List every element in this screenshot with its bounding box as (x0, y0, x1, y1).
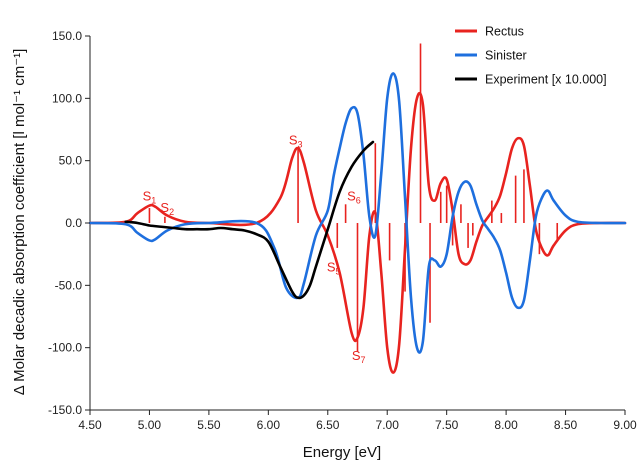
x-tick-label: 6.50 (316, 418, 340, 432)
x-tick-label: 7.50 (435, 418, 459, 432)
series-line-experiment-x-10-000 (124, 140, 375, 300)
state-label: S5 (327, 260, 341, 277)
state-label-letter: S (160, 200, 169, 215)
state-label: S1 (143, 189, 157, 206)
y-tick-label: -150.0 (48, 403, 82, 417)
state-label-subscript: 2 (169, 207, 174, 217)
x-tick-label: 9.00 (613, 418, 637, 432)
state-label-letter: S (347, 189, 356, 204)
x-tick-label: 8.00 (494, 418, 518, 432)
y-tick-label: -50.0 (55, 278, 83, 292)
series-lines (88, 72, 627, 374)
state-label-letter: S (327, 260, 336, 275)
y-tick-label: 0.0 (65, 216, 82, 230)
axis-ticks: 4.50 5.00 5.50 6.00 6.50 7.00 7.50 8.00 8.50 9.00… (48, 29, 637, 432)
y-axis-label: Δ Molar decadic absorption coefficient [… (11, 49, 28, 396)
y-tick-label: 150.0 (52, 29, 82, 43)
legend: Rectus Sinister Experiment [x 10.000] (455, 25, 607, 87)
state-label: S7 (352, 348, 366, 365)
x-tick-label: 5.00 (138, 418, 162, 432)
legend-label: Experiment [x 10.000] (485, 73, 607, 87)
state-label: S2 (160, 200, 174, 217)
x-tick-label: 4.50 (78, 418, 102, 432)
state-label-letter: S (352, 348, 361, 363)
legend-label: Sinister (485, 49, 527, 63)
state-label-subscript: 3 (298, 139, 303, 149)
state-label-subscript: 6 (356, 196, 361, 206)
state-label-subscript: 1 (151, 196, 156, 206)
y-tick-label: 50.0 (59, 154, 83, 168)
x-tick-label: 5.50 (197, 418, 221, 432)
series-line-rectus (88, 91, 627, 374)
x-axis-label: Energy [eV] (303, 444, 381, 460)
y-tick-label: 100.0 (52, 91, 82, 105)
y-tick-label: -100.0 (48, 341, 82, 355)
state-label-subscript: 7 (361, 355, 366, 365)
x-tick-label: 6.00 (257, 418, 281, 432)
state-label-letter: S (143, 189, 152, 204)
state-label-letter: S (289, 132, 298, 147)
x-tick-label: 8.50 (554, 418, 578, 432)
state-label: S3 (289, 132, 303, 149)
x-tick-label: 7.00 (376, 418, 400, 432)
state-label: S6 (347, 189, 361, 206)
legend-label: Rectus (485, 25, 524, 39)
state-label-subscript: 5 (336, 267, 341, 277)
